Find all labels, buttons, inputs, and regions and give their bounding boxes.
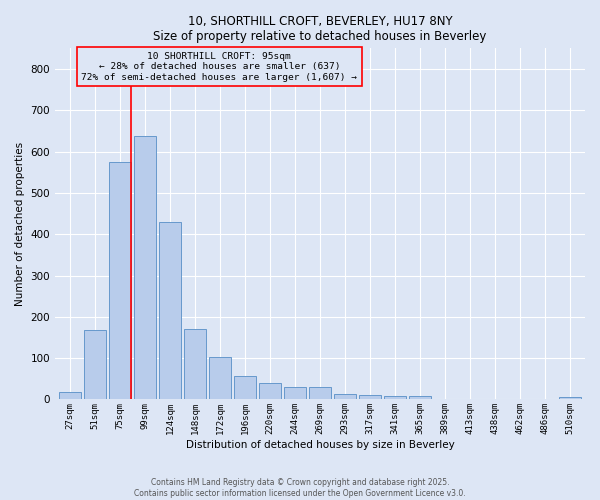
Title: 10, SHORTHILL CROFT, BEVERLEY, HU17 8NY
Size of property relative to detached ho: 10, SHORTHILL CROFT, BEVERLEY, HU17 8NY … — [154, 15, 487, 43]
X-axis label: Distribution of detached houses by size in Beverley: Distribution of detached houses by size … — [185, 440, 454, 450]
Bar — [559, 396, 581, 400]
Bar — [134, 136, 155, 400]
Bar — [160, 222, 181, 400]
Bar — [184, 329, 206, 400]
Bar — [334, 394, 356, 400]
Bar — [284, 387, 305, 400]
Text: Contains HM Land Registry data © Crown copyright and database right 2025.
Contai: Contains HM Land Registry data © Crown c… — [134, 478, 466, 498]
Y-axis label: Number of detached properties: Number of detached properties — [15, 142, 25, 306]
Bar — [310, 387, 331, 400]
Bar — [385, 396, 406, 400]
Bar — [359, 396, 380, 400]
Bar — [209, 357, 230, 400]
Bar — [85, 330, 106, 400]
Bar — [409, 396, 431, 400]
Text: 10 SHORTHILL CROFT: 95sqm
← 28% of detached houses are smaller (637)
72% of semi: 10 SHORTHILL CROFT: 95sqm ← 28% of detac… — [82, 52, 358, 82]
Bar — [235, 376, 256, 400]
Bar — [59, 392, 80, 400]
Bar — [109, 162, 131, 400]
Bar — [259, 383, 281, 400]
